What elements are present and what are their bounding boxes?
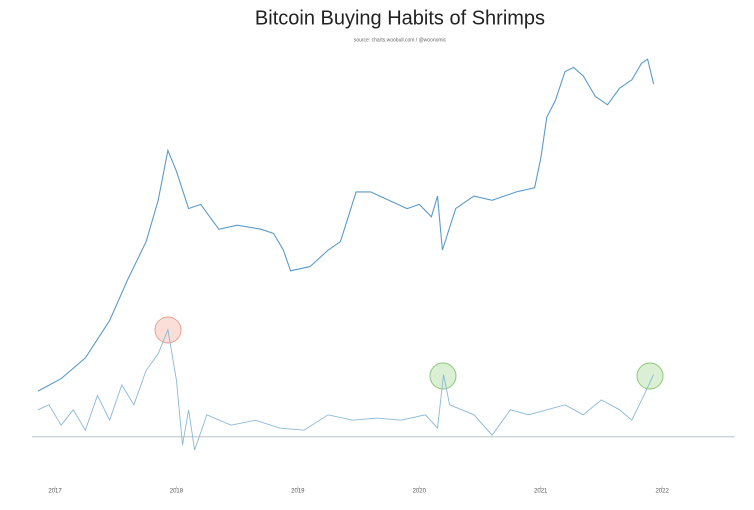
data-line (37, 328, 655, 451)
highlight-circle (636, 362, 664, 390)
chart-title: Bitcoin Buying Habits of Shrimps (255, 7, 545, 29)
x-tick-label: 2022 (655, 489, 669, 495)
x-tick-label: 2019 (291, 489, 305, 495)
x-tick-label: 2020 (413, 489, 427, 495)
data-line (37, 58, 655, 392)
x-tick-label: 2018 (170, 489, 184, 495)
x-tick-label: 2021 (534, 489, 548, 495)
chart-subtitle: source: charts.woobull.com / @woonomic (354, 37, 447, 43)
x-tick-label: 2017 (48, 489, 62, 495)
